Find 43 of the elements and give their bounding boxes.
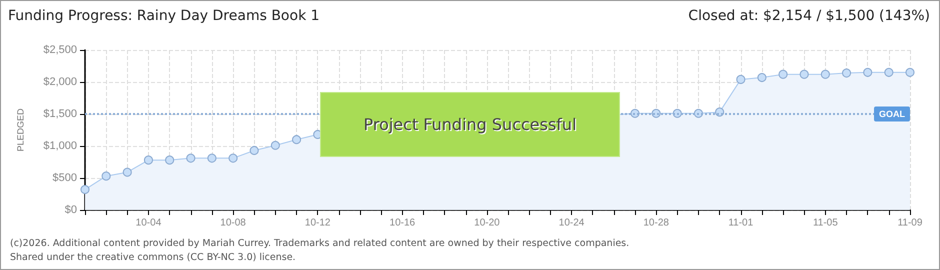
point [144, 156, 153, 165]
y-tick-label: $0 [64, 204, 77, 216]
y-axis-title: PLEDGED [16, 108, 26, 152]
y-tick-label: $500 [52, 172, 77, 184]
ref-line-label: GOAL [879, 109, 906, 119]
point [800, 70, 809, 79]
x-tick-label: 11-05 [812, 218, 838, 228]
point [906, 68, 914, 77]
point [270, 140, 280, 150]
point [228, 154, 238, 163]
x-tick-label: 10-04 [136, 218, 162, 228]
x-tick-label: 10-16 [390, 218, 416, 228]
x-tick-label: 10-28 [643, 218, 670, 228]
chart-subtitle: Closed at: $2,154 / $1,500 (143%) [688, 8, 930, 24]
point [186, 154, 196, 163]
point [292, 135, 302, 144]
point [102, 172, 111, 181]
x-tick-label: 11-09 [898, 218, 923, 228]
point [122, 168, 132, 177]
point [820, 70, 830, 79]
text: (c)2026. Additional content provided by Mariah Currey. Trademarks and related content are owned by their respective companies. [10, 238, 630, 249]
point [863, 68, 872, 77]
point [207, 154, 216, 163]
y-tick-label: $2,000 [43, 76, 77, 88]
chart-title: Funding Progress: Rainy Day Dreams Book 1 [8, 8, 320, 24]
x-tick-label: 10-24 [558, 218, 585, 228]
point [757, 73, 766, 82]
point [165, 156, 174, 165]
x-tick-label: 10-08 [220, 218, 246, 228]
x-tick-label: 10-20 [474, 218, 500, 228]
y-tick-label: $1,500 [43, 108, 77, 120]
banner: Project Funding Successful [320, 92, 620, 157]
y-tick-label: $1,000 [43, 140, 77, 152]
point [884, 68, 894, 77]
y-tick-label: $2,500 [43, 44, 77, 56]
point [736, 74, 746, 84]
point [250, 146, 259, 155]
point [80, 185, 90, 194]
x-tick-label: 11-01 [728, 218, 754, 228]
point [842, 68, 852, 78]
text: Shared under the creative commons (CC BY-NC 3.0) license. [10, 252, 296, 263]
point [778, 70, 788, 79]
x-tick-label: 10-12 [304, 218, 331, 228]
